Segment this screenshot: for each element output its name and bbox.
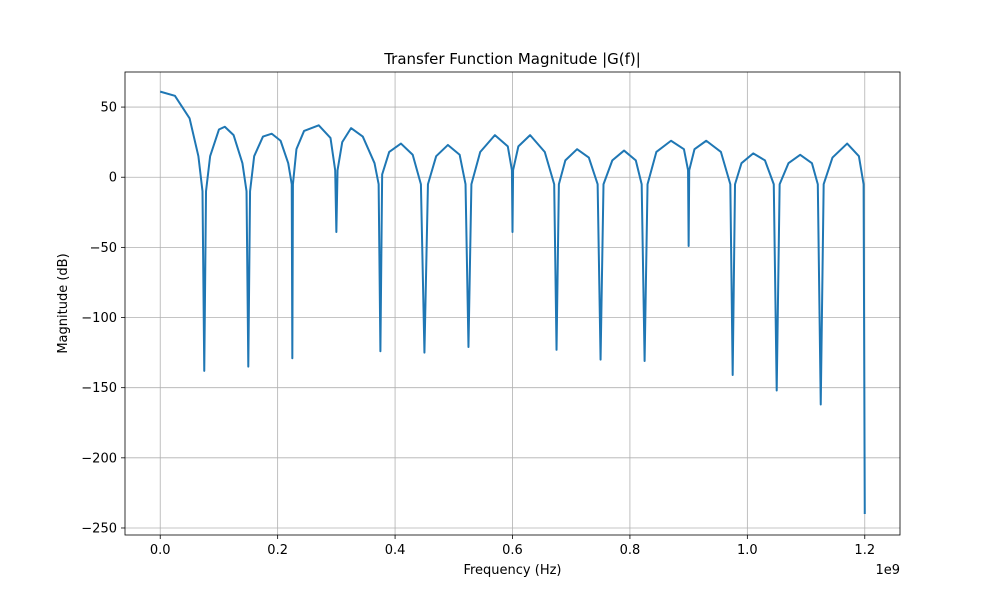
y-axis-title: Magnitude (dB) [56, 253, 71, 353]
x-tick-label: 0.0 [150, 543, 171, 558]
y-axis: 50 0 −50 −100 −150 −200 −250 [81, 101, 125, 536]
x-axis: 0.0 0.2 0.4 0.6 0.8 1.0 1.2 [150, 535, 875, 558]
x-tick-label: 0.4 [385, 543, 406, 558]
x-tick-label: 0.2 [267, 543, 288, 558]
x-axis-offset-label: 1e9 [875, 563, 900, 578]
y-tick-label: −150 [81, 381, 117, 396]
series-line-0 [159, 90, 866, 514]
y-tick-label: −200 [81, 451, 117, 466]
chart-title: Transfer Function Magnitude |G(f)| [383, 50, 641, 68]
y-tick-label: −50 [90, 241, 117, 256]
x-tick-label: 0.8 [620, 543, 641, 558]
x-tick-label: 1.2 [854, 543, 875, 558]
series-layer [159, 90, 866, 514]
y-tick-label: 0 [109, 171, 117, 186]
y-tick-label: 50 [100, 101, 117, 116]
y-tick-label: −100 [81, 311, 117, 326]
x-tick-label: 1.0 [737, 543, 758, 558]
y-tick-label: −250 [81, 521, 117, 536]
x-tick-label: 0.6 [502, 543, 523, 558]
x-axis-title: Frequency (Hz) [463, 563, 561, 578]
grid [125, 72, 900, 535]
